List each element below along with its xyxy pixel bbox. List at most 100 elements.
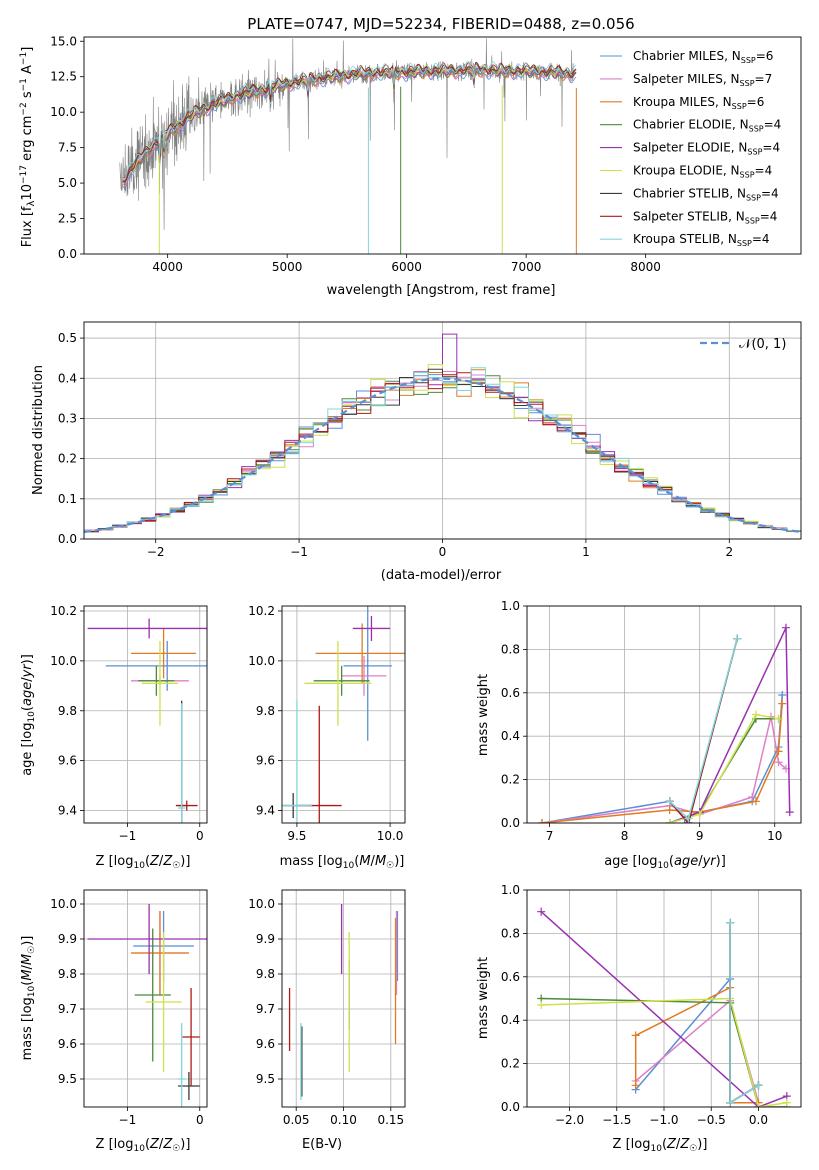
age-vs-mass-panel: 9.5 10.0 9.4 9.6 9.8 10.0 10.2 [248,604,406,843]
marker-salpeter-miles [748,792,757,801]
series-kroupa-elodie [541,997,787,1107]
y-tick-label: 0.0 [501,1100,520,1114]
grid-lines [282,890,405,1107]
x-tick-label: −1.5 [602,1113,631,1127]
spectrum-ylabel: Flux [fλ10−17 erg cm−2 s−1 A−1] [19,47,37,248]
y-tick-label: 10.0 [248,897,275,911]
spectrum-title: PLATE=0747, MJD=52234, FIBERID=0488, z=0… [247,15,634,33]
x-tick-label: 0.10 [330,1113,357,1127]
legend-nssp: =4 [762,141,780,155]
y-tick-label: 7.5 [58,141,77,155]
marker-kroupa-miles [631,1081,640,1090]
y-tick-label: 10.2 [248,604,275,618]
legend-sub: SSP [740,79,755,88]
y-tick-label: 10.0 [50,105,77,119]
legend-sub: SSP [741,56,756,65]
y-tick-label: 1.0 [501,599,520,613]
series-salpeter-stelib [669,638,738,823]
model-spectrum-salpeter-elodie [122,63,577,179]
series-salpeter-elodie [540,911,788,1107]
x-tick-label: −2.0 [555,1113,584,1127]
y-tick-label: 0.2 [58,452,77,466]
marker-kroupa-miles [774,747,783,756]
axes-frame [83,889,208,1108]
series-kroupa-miles [541,703,783,823]
residual-hist-kroupa-stelib [84,367,801,532]
y-tick-label: 1.0 [501,883,520,897]
legend-nssp: =4 [764,118,782,132]
axes-frame [281,889,406,1108]
legend-nssp: =4 [755,164,773,178]
y-tick-label: 0.6 [501,686,520,700]
legend-sub: SSP [747,148,762,157]
legend-label-salpeter-stelib: Salpeter STELIB, NSSP=4 [633,209,777,225]
y-tick-label: 12.5 [50,70,77,84]
x-tick-label: 2 [725,545,733,559]
y-tick-label: 0.8 [501,642,520,656]
x-tick-label: 8 [621,829,629,843]
residual-histogram-panel: −2 −1 0 1 2 0.0 0.1 0.2 0.3 0.4 0.5 𝒩(0, 1) [58,321,802,559]
x-tick-label: 7 [546,829,554,843]
age-vs-metallicity-panel: −1 0 9.4 9.6 9.8 10.0 10.2 [50,604,208,843]
y-tick-label: 0.4 [501,1013,520,1027]
x-tick-label: 4000 [152,260,183,274]
normal-curve [84,377,801,534]
legend-sub: SSP [749,125,764,134]
marker-kroupa-stelib [754,1081,763,1090]
legend-sub: SSP [746,193,761,202]
x-tick-label: 0 [439,545,447,559]
spectrum-panel: 4000 5000 6000 7000 8000 0.0 2.5 5.0 7.5 10.0 12.5… [50,34,802,274]
marker-kroupa-stelib [726,918,735,927]
y-tick-label: 0.2 [501,1057,520,1071]
marker-chabrier-miles [778,690,787,699]
legend-nssp: =4 [761,186,779,200]
legend-sub: SSP [745,216,760,225]
plot-area [282,606,405,823]
y-tick-label: 0.4 [501,729,520,743]
x-tick-label: 0.05 [283,1113,310,1127]
y-tick-label: 9.6 [58,1037,77,1051]
legend-label-kroupa-elodie: Kroupa ELODIE, NSSP=4 [633,164,772,180]
grid-lines [282,606,405,823]
axes-frame [526,889,802,1108]
x-tick-label: −1.0 [649,1113,678,1127]
axes-frame [83,605,208,824]
axes-frame [83,36,802,255]
y-tick-label: 10.0 [50,897,77,911]
x-tick-label: 9.5 [287,829,306,843]
x-tick-label: 5000 [272,260,303,274]
series-kroupa-miles [634,986,759,1104]
marker-salpeter-elodie [537,907,546,916]
y-tick-label: 0.6 [501,970,520,984]
x-tick-label: 0.15 [377,1113,404,1127]
y-tick-label: 0.1 [58,492,77,506]
marker-salpeter-elodie [781,623,790,632]
plot-area [288,904,399,1100]
x-tick-label: −1 [119,1113,137,1127]
y-tick-label: 9.5 [58,1072,77,1086]
mw-z-xlabel: Z [log10(Z/Z☉)] [613,1137,708,1154]
spectrum-legend: Chabrier MILES, NSSP=6 Salpeter MILES, NS… [600,49,781,248]
observed-spectrum [119,38,575,230]
marker-kroupa-elodie [695,810,704,819]
marker-kroupa-elodie [774,714,783,723]
x-tick-label: 10.0 [377,829,404,843]
y-tick-label: 9.8 [256,967,275,981]
legend-nssp: =6 [756,49,774,63]
spectrum-xlabel: wavelength [Angstrom, rest frame] [327,283,556,298]
y-tick-label: 9.8 [58,704,77,718]
x-tick-label: −0.5 [697,1113,726,1127]
legend-label-chabrier-stelib: Chabrier STELIB, NSSP=4 [633,186,779,202]
model-spectrum-kroupa-stelib [121,60,577,182]
series-salpeter-miles [541,716,787,823]
y-tick-label: 0.0 [58,532,77,546]
x-tick-label: 10 [767,829,782,843]
legend-sub: SSP [737,239,752,248]
y-tick-label: 9.7 [58,1002,77,1016]
marker-kroupa-miles [778,699,787,708]
y-tick-label: 0.4 [58,371,77,385]
y-tick-label: 10.0 [50,654,77,668]
y-tick-label: 15.0 [50,34,77,48]
marker-kroupa-elodie [782,1098,791,1107]
